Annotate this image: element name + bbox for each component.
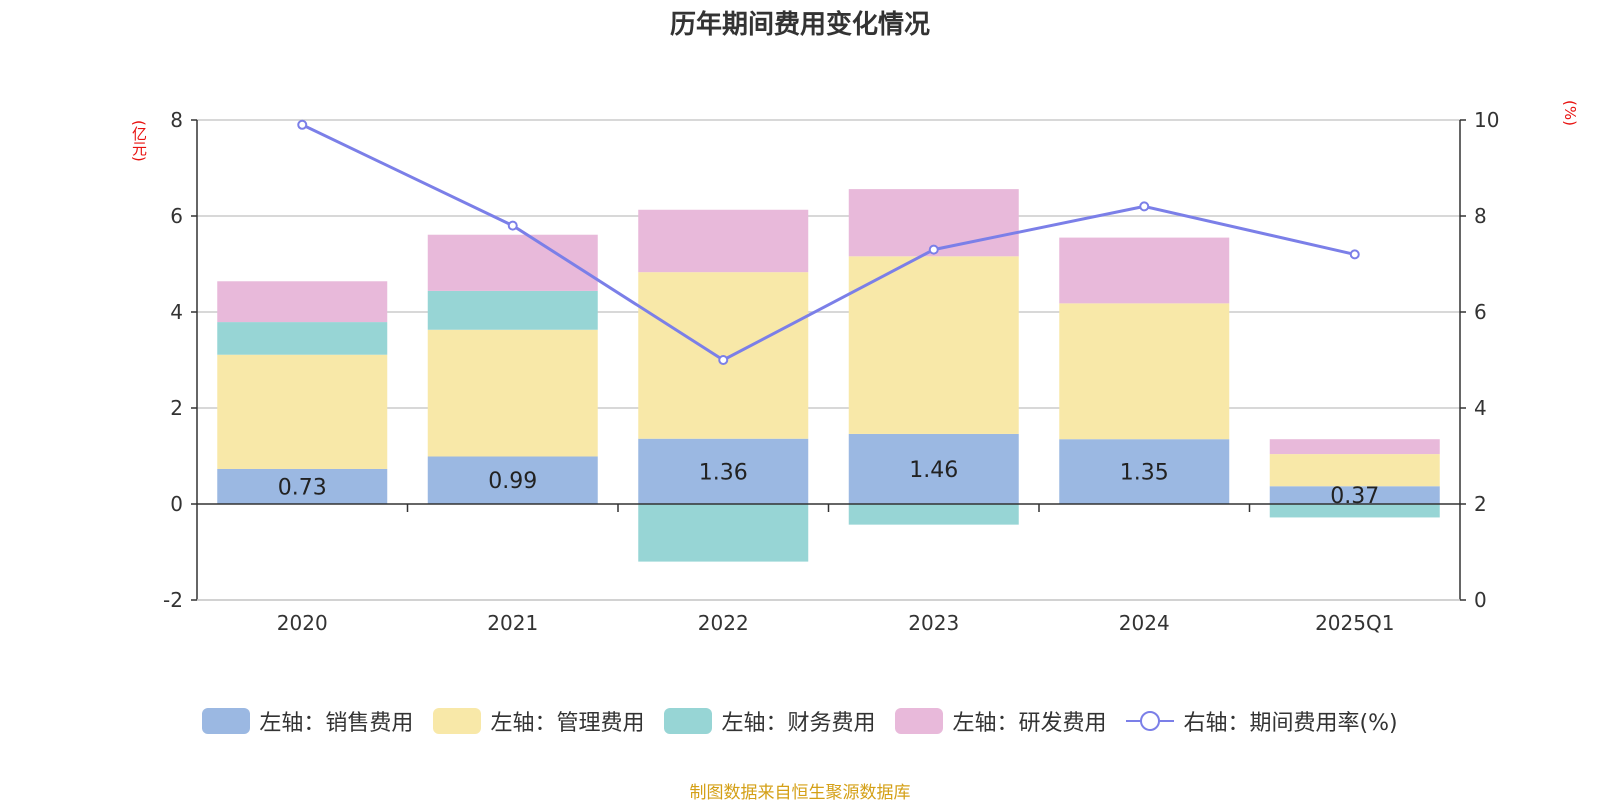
left-tick-label-1: 0 <box>170 492 183 516</box>
left-tick-label-5: 8 <box>170 108 183 132</box>
bar-1-4 <box>1059 303 1230 440</box>
bar-value-label-3: 1.46 <box>909 458 958 483</box>
bar-0-0 <box>217 468 388 504</box>
left-axis-unit: (亿元) <box>130 120 148 162</box>
legend-item-rd[interactable]: 左轴：研发费用 <box>895 705 1106 737</box>
bar-group <box>217 189 1440 562</box>
legend-item-sales[interactable]: 左轴：销售费用 <box>202 705 413 737</box>
right-tick-label-5: 10 <box>1474 108 1499 132</box>
bar-2-0 <box>217 322 388 355</box>
legend-item-finance[interactable]: 左轴：财务费用 <box>664 705 875 737</box>
axes-group: -2 0 2 4 6 8 0 2 4 6 8 10 2020 2021 2022 2023 2024 2025Q1 <box>163 108 1499 635</box>
legend-item-expense-rate[interactable]: 右轴：期间费用率(%) <box>1126 705 1398 737</box>
left-tick-label-2: 2 <box>170 396 183 420</box>
x-tick-label-0: 2020 <box>277 611 328 635</box>
bar-value-label-4: 1.35 <box>1120 461 1169 486</box>
right-tick-label-3: 6 <box>1474 300 1487 324</box>
x-tick-label-5: 2025Q1 <box>1315 611 1394 635</box>
legend-label-expense-rate: 右轴：期间费用率(%) <box>1183 711 1398 736</box>
bar-1-5 <box>1269 454 1440 487</box>
source-note: 制图数据来自恒生聚源数据库 <box>689 783 911 803</box>
legend-label-rd: 左轴：研发费用 <box>952 711 1107 736</box>
right-tick-label-1: 2 <box>1474 492 1487 516</box>
right-axis-unit: (%) <box>1561 100 1579 126</box>
bar-0-4 <box>1059 439 1230 504</box>
bar-2-1 <box>427 290 598 330</box>
bar-3-2 <box>638 209 809 273</box>
bar-1-3 <box>848 256 1019 434</box>
x-tick-label-1: 2021 <box>487 611 538 635</box>
bar-1-0 <box>217 354 388 469</box>
left-tick-label-0: -2 <box>163 588 183 612</box>
expense-rate-point-3 <box>928 244 939 255</box>
legend-item-admin[interactable]: 左轴：管理费用 <box>433 705 644 737</box>
bar-value-label-0: 0.73 <box>278 475 327 500</box>
legend-swatch-admin <box>433 708 482 734</box>
bar-0-2 <box>638 438 809 504</box>
bar-value-label-5: 0.37 <box>1330 484 1379 509</box>
x-tick-label-3: 2023 <box>908 611 959 635</box>
bar-3-4 <box>1059 237 1230 304</box>
right-tick-label-2: 4 <box>1474 396 1487 420</box>
line-series-group <box>297 119 1360 365</box>
bar-3-5 <box>1269 439 1440 455</box>
bar-3-0 <box>217 281 388 323</box>
legend-label-finance: 左轴：财务费用 <box>721 711 876 736</box>
legend-line-icon <box>1126 711 1175 731</box>
left-tick-label-3: 4 <box>170 300 183 324</box>
legend-label-sales: 左轴：销售费用 <box>259 711 414 736</box>
right-tick-label-0: 0 <box>1474 588 1487 612</box>
left-tick-label-4: 6 <box>170 204 183 228</box>
legend-swatch-rd <box>895 708 944 734</box>
bar-2-2 <box>638 504 809 562</box>
bar-labels-group: 0.73 0.99 1.36 1.46 1.35 0.37 <box>278 458 1379 509</box>
bar-0-5 <box>1269 486 1440 504</box>
bar-2-3 <box>848 504 1019 525</box>
expense-rate-point-5 <box>1349 249 1360 260</box>
bar-2-5 <box>1269 504 1440 518</box>
x-tick-label-2: 2022 <box>698 611 749 635</box>
bar-0-3 <box>848 433 1019 504</box>
bar-value-label-2: 1.36 <box>699 460 748 485</box>
legend: 左轴：销售费用 左轴：管理费用 左轴：财务费用 左轴：研发费用 右轴：期间费用率… <box>0 705 1600 737</box>
x-tick-label-4: 2024 <box>1119 611 1170 635</box>
expense-rate-point-2 <box>718 355 729 365</box>
right-tick-label-4: 8 <box>1474 204 1487 228</box>
bar-1-1 <box>427 329 598 457</box>
bar-value-label-1: 0.99 <box>488 469 537 494</box>
expense-rate-point-1 <box>507 220 518 231</box>
legend-label-admin: 左轴：管理费用 <box>490 711 645 736</box>
expense-rate-point-0 <box>297 119 308 130</box>
legend-swatch-finance <box>664 708 713 734</box>
chart-title: 历年期间费用变化情况 <box>669 10 930 40</box>
legend-swatch-sales <box>202 708 251 734</box>
expense-rate-point-4 <box>1139 201 1150 212</box>
expense-rate-line <box>301 123 1356 362</box>
bar-0-1 <box>427 456 598 504</box>
